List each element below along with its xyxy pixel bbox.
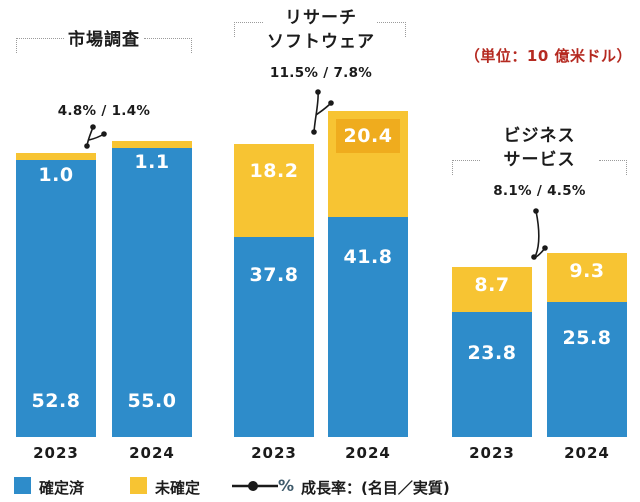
segment-unconfirmed [234, 144, 314, 237]
bar-research-software-2024 [328, 111, 408, 437]
value-label-confirmed: 23.8 [467, 342, 517, 364]
bar-market-research-2024 [112, 141, 192, 437]
legend-growth-label: 成長率：(名目／実質) [301, 479, 450, 497]
segment-confirmed [234, 237, 314, 437]
year-label: 2024 [564, 444, 610, 462]
bar-business-services-2024 [547, 253, 627, 437]
bracket-corner-right [144, 38, 192, 53]
value-label-confirmed: 25.8 [562, 327, 612, 349]
segment-confirmed [547, 302, 627, 437]
legend-label-confirmed: 確定済 [39, 479, 85, 497]
segment-confirmed [112, 148, 192, 437]
growth-connector-icon [311, 89, 334, 135]
line-dot-icon [232, 481, 278, 491]
bracket-corner-left [16, 38, 64, 53]
segment-unconfirmed [547, 253, 627, 302]
group-title-research-software: リサーチ ソフトウェア [234, 6, 408, 54]
legend-percent-symbol: % [278, 476, 295, 495]
group-title-line: 市場調査 [68, 30, 140, 50]
value-label-unconfirmed: 9.3 [569, 260, 605, 282]
bar-market-research-2023 [16, 153, 96, 437]
group-title-line: リサーチ [285, 8, 357, 28]
year-label: 2023 [33, 444, 79, 462]
year-label: 2023 [469, 444, 515, 462]
value-label-confirmed: 55.0 [127, 390, 177, 412]
segment-unconfirmed [452, 267, 532, 312]
legend-label-unconfirmed: 未確定 [155, 479, 201, 497]
group-title-market-research: 市場調査 [16, 28, 192, 52]
growth-connector-icon [531, 208, 548, 260]
year-label: 2024 [129, 444, 175, 462]
value-label-unconfirmed: 1.0 [38, 164, 74, 186]
value-label-unconfirmed: 20.4 [343, 125, 393, 147]
value-label-unconfirmed: 18.2 [249, 160, 299, 182]
bracket-corner-left [452, 160, 480, 175]
legend-swatch-unconfirmed [130, 477, 147, 494]
value-label-confirmed: 52.8 [31, 390, 81, 412]
value-label-confirmed: 37.8 [249, 264, 299, 286]
group-title-line: サービス [503, 150, 576, 170]
year-label: 2024 [345, 444, 391, 462]
group-title-line: ビジネス [503, 126, 576, 146]
bracket-corner-right [377, 22, 406, 37]
legend-swatch-confirmed [14, 477, 31, 494]
growth-rate-label: 11.5% / 7.8% [269, 65, 373, 81]
segment-confirmed [328, 217, 408, 437]
year-label: 2023 [251, 444, 297, 462]
segment-confirmed [16, 160, 96, 437]
segment-confirmed [452, 312, 532, 437]
growth-rate-label: 4.8% / 1.4% [57, 103, 151, 119]
growth-rate-label: 8.1% / 4.5% [493, 183, 586, 199]
value-label-unconfirmed: 1.1 [134, 151, 170, 173]
segment-unconfirmed [112, 141, 192, 148]
group-title-line: ソフトウェア [267, 32, 375, 52]
bar-research-software-2023 [234, 144, 314, 437]
bracket-corner-left [234, 22, 263, 37]
growth-connector-icon [84, 124, 107, 149]
highlighted-value-box: 20.4 [336, 119, 400, 153]
bar-business-services-2023 [452, 267, 532, 437]
value-label-unconfirmed: 8.7 [474, 274, 510, 296]
value-label-confirmed: 41.8 [343, 246, 393, 268]
segment-unconfirmed [16, 153, 96, 160]
group-title-business-services: ビジネス サービス [452, 124, 627, 172]
unit-note: （単位：10 億米ドル） [464, 47, 632, 65]
bracket-corner-right [599, 160, 627, 175]
